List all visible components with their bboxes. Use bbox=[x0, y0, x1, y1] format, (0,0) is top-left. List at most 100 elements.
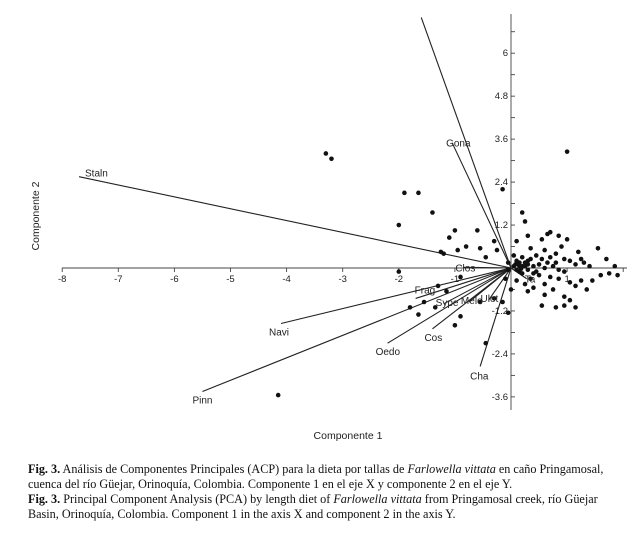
data-point bbox=[564, 149, 570, 154]
vector-label: Gona bbox=[446, 139, 471, 150]
data-point bbox=[505, 310, 511, 316]
data-point bbox=[581, 260, 587, 265]
caption-es-species: Farlowella vittata bbox=[407, 462, 496, 476]
loading-vector-gona bbox=[451, 142, 512, 269]
loading-vector-staln bbox=[78, 176, 512, 269]
figure-caption: Fig. 3. Análisis de Componentes Principa… bbox=[28, 462, 628, 522]
data-point bbox=[452, 322, 458, 328]
data-point bbox=[545, 260, 550, 265]
loading-vector-oedo bbox=[387, 267, 512, 344]
data-point bbox=[519, 210, 525, 215]
y-tick-label: 2.4 bbox=[495, 177, 508, 188]
loading-vector-sype bbox=[443, 267, 512, 305]
data-point bbox=[396, 269, 402, 274]
data-point bbox=[522, 281, 528, 287]
data-point bbox=[567, 258, 573, 264]
data-point bbox=[396, 222, 402, 228]
data-point bbox=[416, 312, 421, 317]
data-point bbox=[553, 260, 559, 265]
data-point bbox=[595, 246, 601, 251]
data-point bbox=[275, 392, 281, 398]
x-tick-label: -5 bbox=[226, 274, 234, 285]
caption-spanish: Fig. 3. Análisis de Componentes Principa… bbox=[28, 462, 628, 492]
data-point bbox=[539, 303, 545, 308]
loading-vector-pinn bbox=[202, 267, 512, 393]
data-point bbox=[519, 254, 525, 260]
data-point bbox=[491, 296, 497, 301]
data-point bbox=[561, 303, 567, 308]
vector-label: Frag bbox=[415, 285, 436, 296]
pca-biplot: -8 -7 -6 -5 -4 -3 -2 -1 1 6 4.8 3.6 2.4 1.2 -1.2 -2.4 -3… bbox=[30, 14, 627, 442]
data-point bbox=[432, 305, 438, 310]
data-point bbox=[539, 237, 545, 242]
x-tick-label: -3 bbox=[338, 274, 346, 285]
data-point bbox=[446, 235, 452, 240]
loading-vector-melo bbox=[468, 267, 512, 303]
data-point bbox=[500, 186, 505, 192]
y-tick-label: 3.6 bbox=[495, 134, 508, 145]
data-point bbox=[518, 266, 524, 272]
data-point bbox=[528, 246, 533, 251]
data-point bbox=[402, 190, 407, 196]
vector-label: Sype bbox=[436, 298, 459, 309]
loading-vector-clos bbox=[463, 266, 512, 269]
scatter-points bbox=[275, 149, 620, 398]
data-point bbox=[556, 233, 561, 239]
data-point bbox=[584, 287, 590, 292]
data-point bbox=[491, 238, 497, 244]
y-tick-label: -1.2 bbox=[492, 306, 508, 317]
data-point bbox=[553, 251, 559, 256]
data-point bbox=[323, 151, 329, 156]
data-point bbox=[458, 274, 463, 280]
data-point bbox=[533, 253, 539, 258]
x-tick-label: -2 bbox=[395, 274, 403, 285]
data-point bbox=[564, 237, 570, 242]
vector-label: Navi bbox=[269, 327, 289, 338]
data-point bbox=[477, 246, 483, 251]
data-point bbox=[536, 272, 542, 278]
data-point bbox=[578, 256, 584, 262]
data-point bbox=[505, 267, 511, 273]
data-point bbox=[430, 210, 435, 215]
axes: -8 -7 -6 -5 -4 -3 -2 -1 1 6 4.8 3.6 2.4 1.2 -1.2 -2.4 -3… bbox=[58, 14, 627, 410]
data-point bbox=[553, 305, 559, 310]
data-point bbox=[542, 292, 547, 298]
vector-label: Ulot bbox=[481, 294, 499, 305]
data-point bbox=[458, 314, 463, 319]
data-point bbox=[542, 247, 547, 253]
loading-vector-navi bbox=[280, 267, 512, 325]
data-point bbox=[612, 263, 618, 269]
data-point bbox=[508, 287, 514, 292]
data-point bbox=[531, 263, 536, 269]
vector-label: Pinn bbox=[192, 396, 212, 407]
data-point bbox=[528, 256, 533, 262]
x-tick-label: -7 bbox=[114, 274, 122, 285]
data-point bbox=[463, 244, 469, 249]
y-tick-label: 1.2 bbox=[495, 220, 508, 231]
data-point bbox=[604, 256, 609, 262]
data-point bbox=[525, 262, 531, 267]
data-point bbox=[514, 238, 519, 244]
data-point bbox=[455, 247, 461, 253]
data-point bbox=[547, 274, 553, 280]
data-point bbox=[556, 267, 561, 273]
data-point bbox=[598, 272, 604, 278]
data-point bbox=[435, 283, 441, 289]
caption-es-text-after: en caño Pringamosal, cuenca del río Güej… bbox=[28, 462, 604, 491]
x-tick-label: 1 bbox=[564, 274, 569, 285]
x-axis-title: Componente 1 bbox=[314, 430, 383, 442]
caption-en-species: Farlowella vittata bbox=[333, 492, 422, 506]
data-point bbox=[547, 229, 553, 235]
data-point bbox=[475, 228, 480, 233]
data-point bbox=[441, 251, 446, 256]
y-tick-label: 4.8 bbox=[495, 91, 508, 102]
data-point bbox=[561, 269, 567, 274]
data-point bbox=[559, 244, 564, 249]
data-point bbox=[561, 294, 567, 299]
vector-labels: Staln Gona Clos Frag Navi Pinn Oedo Cos Sype Melo… bbox=[85, 139, 536, 407]
data-point bbox=[539, 256, 545, 262]
data-point bbox=[525, 288, 531, 294]
data-point bbox=[503, 276, 508, 282]
data-point bbox=[567, 280, 573, 285]
data-point bbox=[513, 262, 518, 267]
